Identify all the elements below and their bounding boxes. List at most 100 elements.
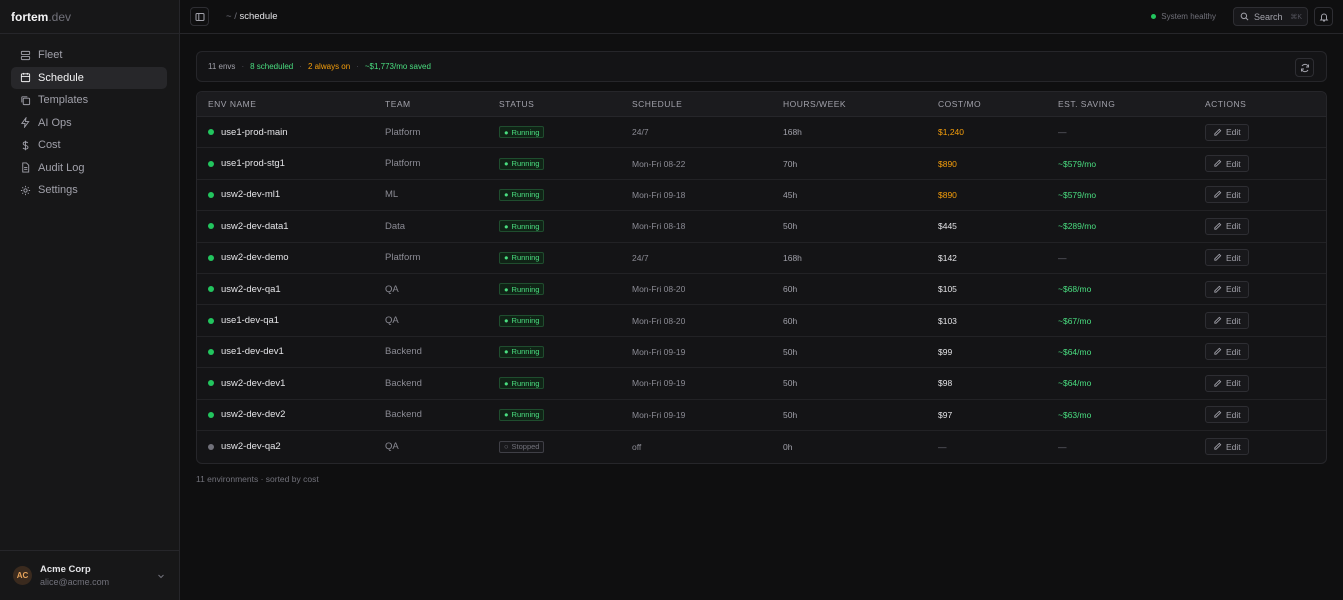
env-name[interactable]: usw2-dev-qa1 <box>221 283 281 295</box>
env-status-dot-icon <box>208 254 214 261</box>
sidebar-toggle-button[interactable] <box>190 7 209 26</box>
refresh-button[interactable] <box>1295 58 1314 77</box>
col-cost-mo[interactable]: COST/MO <box>938 99 982 109</box>
summary-always-on: 2 always on <box>307 62 351 71</box>
table-row[interactable]: use1-dev-dev1 Backend ● Running Mon-Fri 09-1… <box>197 337 1326 369</box>
edit-button[interactable]: Edit <box>1205 374 1249 392</box>
table-header: ENV NAME TEAM STATUS SCHEDULE HOURS/WEEK… <box>197 92 1326 117</box>
col-status[interactable]: STATUS <box>499 99 535 109</box>
schedule-cell: off <box>632 441 642 452</box>
env-name-cell: use1-dev-qa1 <box>197 315 385 326</box>
hours-cell: 70h <box>783 158 798 169</box>
edit-button[interactable]: Edit <box>1205 217 1249 235</box>
sidebar-item-ai-ops[interactable]: AI Ops <box>11 112 167 135</box>
account-name: Acme Corp <box>40 563 91 575</box>
actions-cell: Edit <box>1205 249 1326 267</box>
hours-cell: 0h <box>783 441 793 452</box>
sidebar-item-audit-log[interactable]: Audit Log <box>11 157 167 180</box>
sidebar-item-schedule[interactable]: Schedule <box>11 66 167 89</box>
cost-cell: $103 <box>938 315 957 326</box>
copy-icon <box>21 96 31 105</box>
sidebar-item-templates[interactable]: Templates <box>11 89 167 112</box>
search-button[interactable]: Search ⌘K <box>1233 7 1308 26</box>
actions-cell: Edit <box>1205 186 1326 204</box>
env-name[interactable]: use1-dev-qa1 <box>221 315 280 327</box>
table-row[interactable]: usw2-dev-data1 Data ● Running Mon-Fri 08-18 5… <box>197 211 1326 243</box>
team-cell: Data <box>385 220 406 232</box>
sidebar-item-cost[interactable]: Cost <box>11 134 167 157</box>
table-row[interactable]: usw2-dev-ml1 ML ● Running Mon-Fri 09-18 45h $8… <box>197 180 1326 212</box>
status-cell: ● Running <box>499 188 632 201</box>
env-status-dot-icon <box>208 317 214 324</box>
edit-button-label: Edit <box>1226 189 1241 200</box>
team-cell: Backend <box>385 377 422 389</box>
env-name[interactable]: use1-prod-stg1 <box>221 158 285 170</box>
table-row[interactable]: use1-prod-main Platform ● Running 24/7 168h $1… <box>197 117 1326 149</box>
table-row[interactable]: use1-dev-qa1 QA ● Running Mon-Fri 08-20 60h $1… <box>197 305 1326 337</box>
system-status: System healthy <box>1151 12 1216 21</box>
table-row[interactable]: usw2-dev-dev1 Backend ● Running Mon-Fri 09-1… <box>197 368 1326 400</box>
edit-button[interactable]: Edit <box>1205 280 1249 298</box>
actions-cell: Edit <box>1205 374 1326 392</box>
edit-button[interactable]: Edit <box>1205 312 1249 330</box>
actions-cell: Edit <box>1205 343 1326 361</box>
hours-cell: 168h <box>783 127 802 138</box>
actions-cell: Edit <box>1205 438 1326 456</box>
hours-cell: 50h <box>783 409 798 420</box>
team-cell: QA <box>385 441 399 453</box>
env-name[interactable]: usw2-dev-ml1 <box>221 189 281 201</box>
edit-button[interactable]: Edit <box>1205 249 1249 267</box>
env-name[interactable]: usw2-dev-dev1 <box>221 377 286 389</box>
table-row[interactable]: usw2-dev-qa2 QA ○ Stopped off 0h — — Edit <box>197 431 1326 462</box>
breadcrumb-root[interactable]: ~ <box>226 11 232 22</box>
edit-button[interactable]: Edit <box>1205 123 1249 141</box>
cost-cell: $105 <box>938 284 957 295</box>
col-est-saving[interactable]: EST. SAVING <box>1058 99 1116 109</box>
actions-cell: Edit <box>1205 123 1326 141</box>
team-cell: QA <box>385 315 399 327</box>
stopped-circle-icon: ○ <box>504 442 509 452</box>
sidebar-item-fleet[interactable]: Fleet <box>11 44 167 67</box>
status-cell: ● Running <box>499 126 632 139</box>
team-cell: QA <box>385 283 399 295</box>
status-cell: ● Running <box>499 220 632 233</box>
status-badge: ○ Stopped <box>499 440 545 453</box>
notifications-button[interactable] <box>1314 7 1333 26</box>
sidebar-item-settings[interactable]: Settings <box>11 179 167 202</box>
env-status-dot-icon <box>208 348 214 355</box>
account-switcher[interactable]: AC Acme Corp alice@acme.com <box>0 550 179 600</box>
table-row[interactable]: use1-prod-stg1 Platform ● Running Mon-Fri 08… <box>197 148 1326 180</box>
env-name[interactable]: usw2-dev-dev2 <box>221 409 286 421</box>
edit-button[interactable]: Edit <box>1205 186 1249 204</box>
edit-button[interactable]: Edit <box>1205 406 1249 424</box>
running-dot-icon: ● <box>504 190 509 200</box>
table-row[interactable]: usw2-dev-dev2 Backend ● Running Mon-Fri 09-1… <box>197 400 1326 431</box>
saving-cell: — <box>1058 252 1067 263</box>
hours-cell: 50h <box>783 378 798 389</box>
env-name[interactable]: use1-dev-dev1 <box>221 346 284 358</box>
env-name[interactable]: usw2-dev-qa2 <box>221 441 281 453</box>
col-env-name[interactable]: ENV NAME <box>208 99 257 109</box>
env-name[interactable]: usw2-dev-demo <box>221 252 289 264</box>
table-row[interactable]: usw2-dev-qa1 QA ● Running Mon-Fri 08-20 60h $1… <box>197 274 1326 306</box>
edit-button[interactable]: Edit <box>1205 343 1249 361</box>
col-team[interactable]: TEAM <box>385 99 411 109</box>
edit-button[interactable]: Edit <box>1205 438 1249 456</box>
sidebar-item-label: Settings <box>38 184 78 197</box>
status-badge-label: Stopped <box>511 442 540 452</box>
edit-button-label: Edit <box>1226 346 1241 357</box>
table-row[interactable]: usw2-dev-demo Platform ● Running 24/7 168h $14… <box>197 243 1326 274</box>
status-cell: ● Running <box>499 283 632 296</box>
edit-button[interactable]: Edit <box>1205 155 1249 173</box>
env-name[interactable]: usw2-dev-data1 <box>221 220 289 232</box>
col-schedule[interactable]: SCHEDULE <box>632 99 683 109</box>
brand-logo[interactable]: fortem .dev <box>0 0 179 34</box>
col-hours-week[interactable]: HOURS/WEEK <box>783 99 847 109</box>
summary-env-count: 11 envs <box>208 62 236 71</box>
table-body: use1-prod-main Platform ● Running 24/7 168h $1… <box>197 117 1326 462</box>
env-name[interactable]: use1-prod-main <box>221 126 288 138</box>
running-dot-icon: ● <box>504 316 509 326</box>
edit-button-label: Edit <box>1226 127 1241 138</box>
status-badge-label: Running <box>511 316 540 326</box>
table-footnote: 11 environments · sorted by cost <box>196 474 319 484</box>
